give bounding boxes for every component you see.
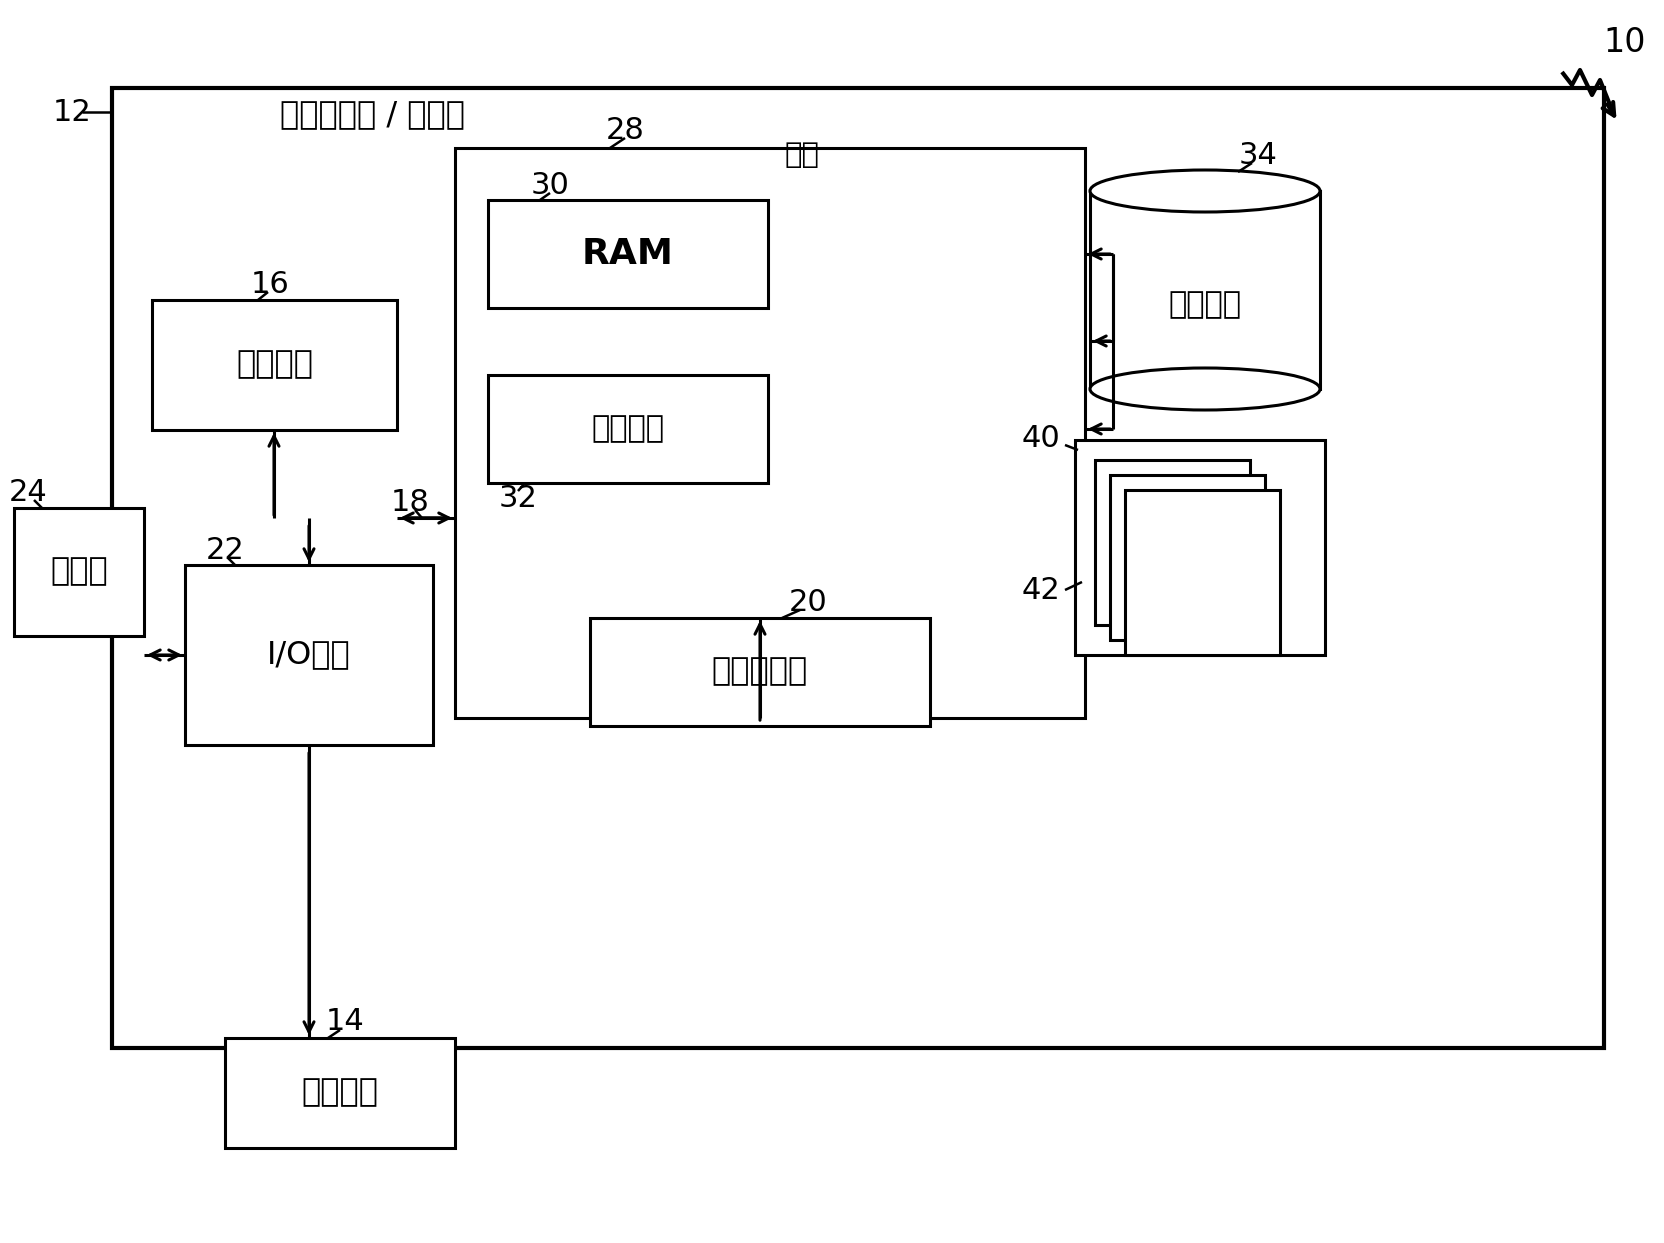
Text: 内存: 内存 [785,140,820,169]
Text: 显示器: 显示器 [50,557,108,588]
Bar [1090,191,1320,389]
Text: 30: 30 [531,170,569,199]
Ellipse shape [1090,368,1320,410]
Bar [13,508,145,636]
Text: 42: 42 [1022,576,1060,604]
Text: 32: 32 [499,484,537,512]
Text: 18: 18 [391,487,429,517]
Bar [1125,490,1280,655]
Text: 12: 12 [53,97,92,127]
Bar [185,566,433,745]
Text: 28: 28 [606,116,644,144]
Bar [488,200,769,308]
Bar [454,148,1085,718]
Ellipse shape [1090,170,1320,213]
Text: 处理单元: 处理单元 [236,349,313,380]
Text: 10: 10 [1604,26,1646,58]
Text: 16: 16 [251,270,290,298]
Bar [488,375,769,484]
Text: 20: 20 [789,588,827,617]
Text: 24: 24 [8,477,47,506]
Text: 40: 40 [1022,424,1060,452]
Bar [225,1038,454,1149]
Text: 34: 34 [1238,140,1278,169]
Text: RAM: RAM [582,237,674,271]
Bar [1110,475,1265,640]
Text: 外部设备: 外部设备 [301,1078,378,1109]
Text: 14: 14 [326,1008,364,1037]
Bar [591,618,930,726]
Text: 计算机系统 / 服务器: 计算机系统 / 服务器 [280,99,464,131]
Bar [151,300,398,430]
Text: 22: 22 [206,536,245,564]
Text: 高速缓存: 高速缓存 [591,414,664,444]
Bar [1095,460,1250,625]
Text: 网络适配器: 网络适配器 [712,656,809,687]
Text: I/O接口: I/O接口 [268,639,351,670]
Text: 存储系统: 存储系统 [1168,291,1241,319]
Bar [111,88,1604,1048]
Bar [1075,440,1325,655]
